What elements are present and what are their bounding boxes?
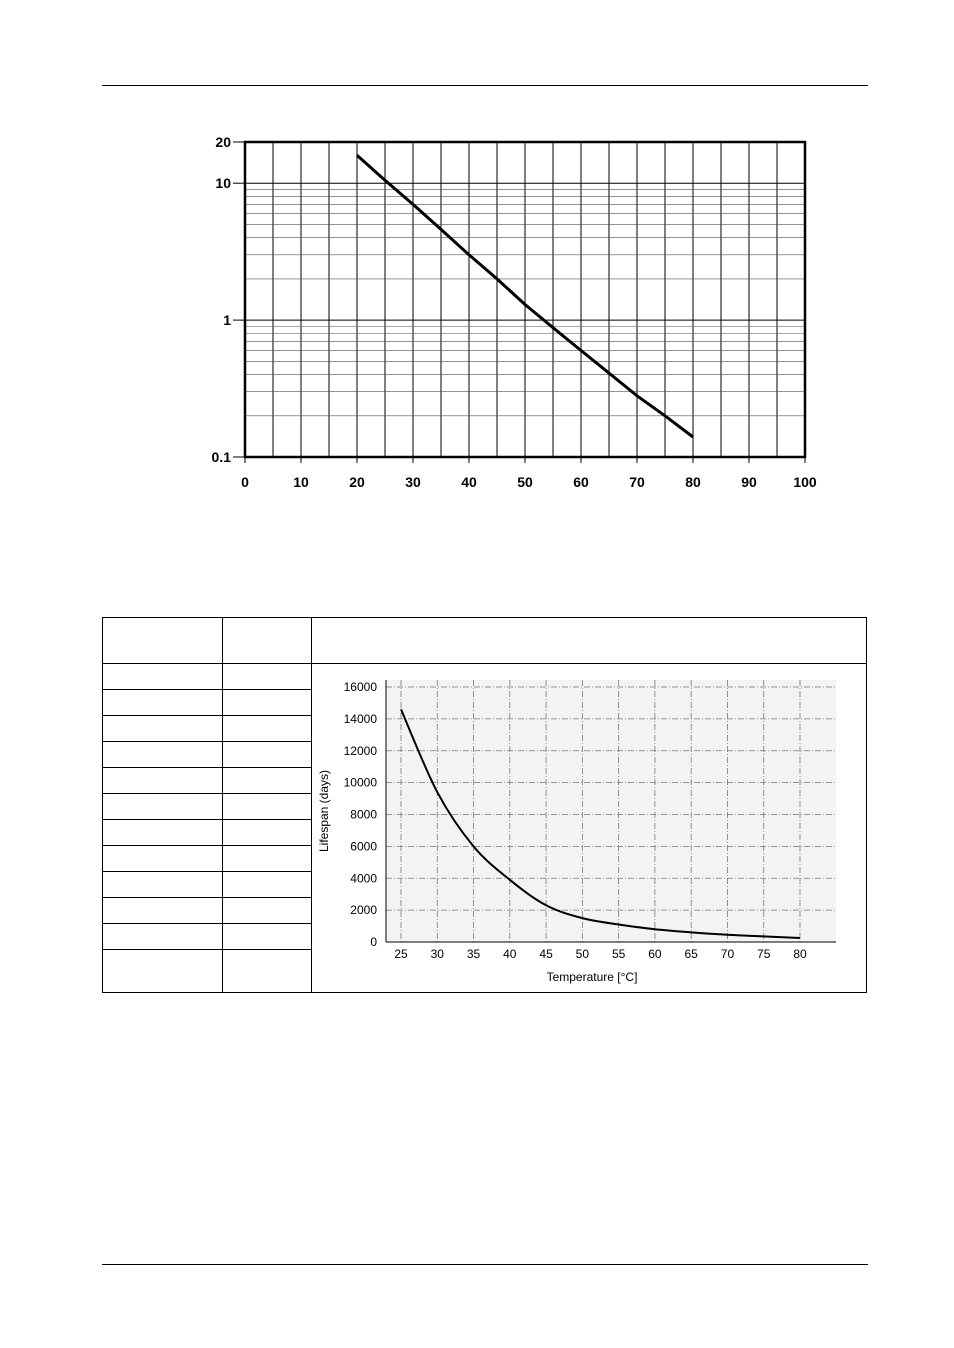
y-tick-label: 4000 — [350, 871, 377, 885]
y-axis-label: Lifespan (days) — [317, 770, 331, 852]
x-tick-label: 20 — [349, 474, 365, 490]
x-tick-label: 65 — [685, 947, 699, 961]
x-tick-label: 100 — [793, 474, 817, 490]
x-tick-label: 80 — [793, 947, 807, 961]
x-tick-label: 70 — [721, 947, 735, 961]
x-tick-label: 50 — [517, 474, 533, 490]
x-tick-label: 50 — [576, 947, 590, 961]
x-tick-label: 30 — [405, 474, 421, 490]
footer-rule — [102, 1264, 868, 1265]
x-tick-label: 10 — [293, 474, 309, 490]
table-header-divider — [103, 663, 866, 664]
table-column-divider — [222, 618, 223, 992]
x-tick-label: 70 — [629, 474, 645, 490]
x-tick-label: 40 — [461, 474, 477, 490]
series-line — [400, 708, 801, 939]
x-tick-label: 40 — [503, 947, 517, 961]
x-tick-label: 60 — [648, 947, 662, 961]
y-tick-label: 8000 — [350, 808, 377, 822]
table-row-divider — [103, 845, 311, 846]
table-row-divider — [103, 923, 311, 924]
y-tick-label: 20 — [215, 134, 231, 150]
x-tick-label: 45 — [539, 947, 553, 961]
table-row-divider — [103, 871, 311, 872]
table-row-divider — [103, 767, 311, 768]
y-tick-label: 10 — [215, 175, 231, 191]
table-row-divider — [103, 689, 311, 690]
y-tick-label: 10000 — [344, 776, 378, 790]
y-tick-label: 0 — [370, 935, 377, 949]
plot-background — [386, 680, 836, 942]
x-tick-label: 0 — [241, 474, 249, 490]
table-row-divider — [103, 741, 311, 742]
data-table — [102, 617, 867, 993]
table-row-divider — [103, 715, 311, 716]
x-tick-label: 60 — [573, 474, 589, 490]
x-axis-label: Temperature [°C] — [547, 970, 638, 984]
x-tick-label: 55 — [612, 947, 626, 961]
x-tick-label: 30 — [431, 947, 445, 961]
y-tick-label: 1 — [223, 312, 231, 328]
y-tick-label: 2000 — [350, 903, 377, 917]
header-rule — [102, 85, 868, 86]
x-tick-label: 25 — [394, 947, 408, 961]
x-tick-label: 90 — [741, 474, 757, 490]
y-tick-label: 12000 — [344, 744, 378, 758]
chart-log-scale: 0.1 1 10 20 0 10 20 30 40 50 60 70 80 90 100 — [212, 134, 817, 490]
series-line — [356, 154, 694, 439]
y-tick-label: 16000 — [344, 680, 378, 694]
y-tick-label: 14000 — [344, 712, 378, 726]
table-row-divider — [103, 793, 311, 794]
table-column-divider — [311, 618, 312, 992]
table-row-divider — [103, 819, 311, 820]
x-tick-label: 75 — [757, 947, 771, 961]
x-tick-label: 35 — [467, 947, 481, 961]
table-row-divider — [103, 897, 311, 898]
x-tick-label: 80 — [685, 474, 701, 490]
y-tick-label: 0.1 — [212, 449, 232, 465]
table-row-divider — [103, 949, 311, 950]
y-tick-label: 6000 — [350, 839, 377, 853]
